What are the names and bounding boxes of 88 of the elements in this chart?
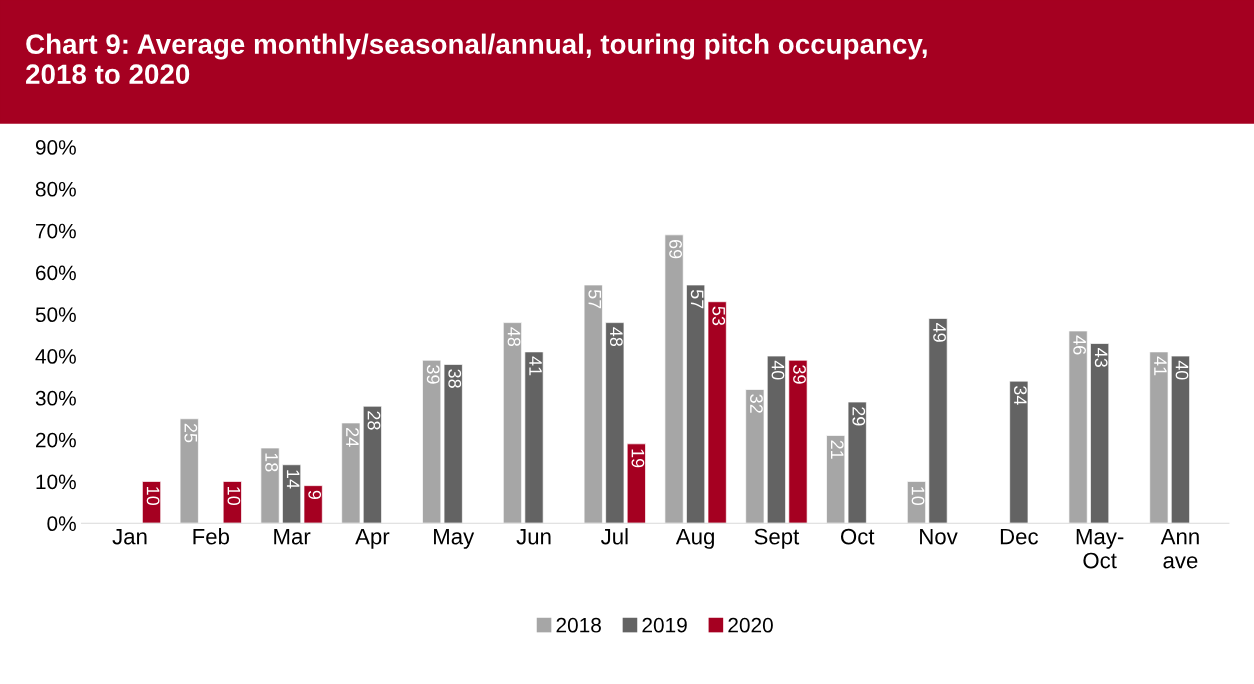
bar: [847, 401, 867, 524]
y-tick-label: 0%: [47, 516, 76, 532]
y-tick-label: 30%: [35, 390, 76, 406]
x-tick-label: Jan: [112, 528, 147, 545]
data-label: 21: [831, 440, 844, 459]
data-label: 57: [588, 289, 602, 309]
x-tick-label: Apr: [355, 528, 390, 549]
chart-title: Chart 9: Average monthly/seasonal/annual, touring pitch occupancy, 2018 to 2020: [26, 33, 927, 85]
y-tick-label: 50%: [35, 307, 76, 323]
data-label: 49: [933, 323, 946, 342]
data-label: 14: [286, 470, 300, 489]
legend-label: 2019: [642, 617, 687, 633]
bar: [142, 481, 162, 524]
data-label: 10: [911, 487, 925, 506]
bar: [605, 322, 625, 524]
data-label: 25: [184, 423, 198, 443]
y-tick-label: 10%: [36, 474, 76, 490]
data-label: 41: [529, 356, 542, 376]
bar: [745, 389, 765, 524]
data-label: 46: [1073, 335, 1087, 355]
bar: [626, 443, 646, 524]
x-tick-label: May: [434, 528, 475, 549]
bar: [1090, 343, 1110, 524]
data-label: 34: [1013, 386, 1027, 405]
x-tick-label: Nov: [920, 528, 958, 545]
data-label: 69: [669, 239, 683, 259]
data-label: 48: [609, 327, 623, 347]
bar: [260, 447, 280, 524]
bar: [502, 322, 522, 524]
data-label: 43: [1094, 348, 1108, 367]
data-label: 29: [852, 407, 866, 426]
bar: [1149, 351, 1169, 524]
y-tick-label: 40%: [35, 349, 76, 364]
bar: [1170, 355, 1190, 524]
bar: [179, 418, 199, 524]
bar: [686, 284, 706, 524]
bar: [524, 351, 544, 524]
bar: [443, 364, 463, 524]
data-label: 32: [750, 394, 763, 413]
bar: [282, 464, 302, 524]
data-label: 38: [448, 369, 462, 388]
bar: [664, 234, 684, 524]
legend-label: 2020: [728, 617, 773, 633]
bar: [303, 485, 323, 524]
y-tick-label: 60%: [36, 265, 76, 281]
bar: [788, 359, 808, 524]
x-tick-label: Oct: [840, 528, 875, 545]
y-tick-label: 20%: [36, 432, 76, 448]
data-label: 24: [346, 428, 359, 447]
bar: [766, 355, 786, 524]
data-label: 48: [507, 327, 521, 347]
x-tick-label: Jul: [600, 528, 628, 545]
data-label: 10: [146, 487, 160, 506]
legend-label: 2018: [556, 617, 601, 633]
bar: [928, 318, 948, 524]
data-label: 57: [690, 289, 704, 309]
x-tick-label: Aug: [675, 528, 714, 549]
data-label: 40: [1175, 360, 1189, 380]
data-label: 39: [793, 365, 806, 384]
x-tick-label: Sept: [754, 528, 800, 549]
data-label: 39: [426, 365, 440, 384]
y-tick-label: 80%: [35, 181, 76, 197]
bar: [422, 359, 442, 524]
bar: [1009, 380, 1029, 524]
bar: [707, 301, 727, 524]
y-tick-label: 90%: [35, 140, 76, 155]
x-tick-label: Feb: [193, 528, 230, 545]
bar: [583, 284, 603, 524]
bar: [362, 405, 382, 524]
x-tick-label: Dec: [1000, 528, 1038, 545]
data-label: 53: [712, 306, 726, 326]
bar: [1068, 330, 1088, 524]
data-label: 10: [227, 487, 241, 506]
x-tick-label: Jun: [516, 528, 551, 545]
x-tick-label: Mar: [274, 528, 311, 545]
data-label: 40: [771, 360, 785, 380]
data-label: 19: [631, 449, 645, 468]
data-label: 9: [308, 490, 322, 500]
bar: [222, 481, 242, 524]
bar: [826, 435, 846, 524]
data-label: 28: [367, 411, 381, 430]
data-label: 41: [1154, 356, 1167, 376]
x-tick-label: Ann ave: [1160, 528, 1199, 569]
bar: [906, 481, 926, 524]
y-tick-label: 70%: [36, 223, 76, 239]
data-label: 18: [265, 453, 278, 472]
bar: [341, 422, 361, 524]
x-tick-label: May- Oct: [1076, 528, 1124, 569]
